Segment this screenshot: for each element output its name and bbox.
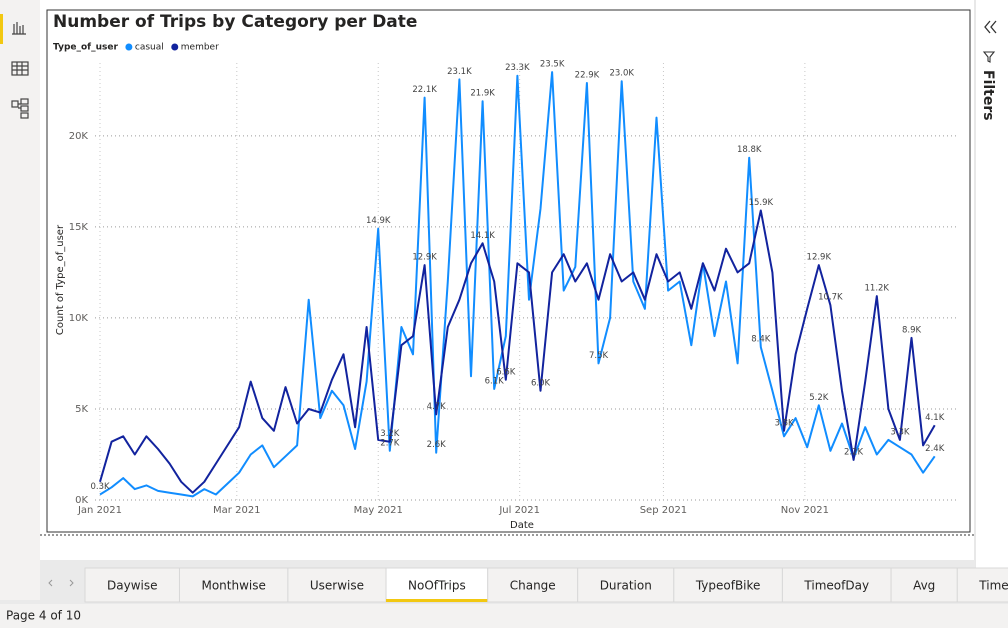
tab-background xyxy=(84,567,180,603)
data-label: 3.8K xyxy=(774,418,794,428)
data-label: 18.8K xyxy=(737,145,762,155)
data-label: 23.5K xyxy=(540,60,565,70)
tabs: Daywise Monthwise Userwise NoOfTrips Change D… xyxy=(84,567,1008,603)
x-tick-label: Sep 2021 xyxy=(640,505,687,516)
tab-background xyxy=(890,567,958,603)
legend-label[interactable]: member xyxy=(181,43,219,53)
plot-area: 0K 5K 10K 15K 20K Jan 2021 Mar 2021 May 2021 Jul… xyxy=(69,60,958,516)
tab-scroll[interactable] xyxy=(48,579,74,587)
data-label: 6.1K xyxy=(485,376,505,386)
tab[interactable]: Duration xyxy=(577,567,675,603)
legend: casual member xyxy=(125,43,219,53)
data-label: 0.3K xyxy=(90,482,110,492)
data-label: 6.0K xyxy=(531,378,551,388)
data-view-icon[interactable] xyxy=(11,61,29,76)
y-tick-label: 10K xyxy=(69,313,89,324)
page-status: Page 4 of 10 xyxy=(6,609,81,623)
tab-background xyxy=(287,567,387,603)
data-label: 3.2K xyxy=(380,429,400,439)
tab[interactable]: Daywise xyxy=(84,567,180,603)
tab-label[interactable]: TimeofDay xyxy=(803,579,869,593)
collapse-icon[interactable] xyxy=(984,20,997,34)
data-label: 23.1K xyxy=(447,67,472,77)
tab[interactable]: TypeofBike xyxy=(673,567,783,603)
tab[interactable]: Time xyxy=(956,567,1008,603)
x-tick-label: Jul 2021 xyxy=(498,505,540,516)
tab-label[interactable]: TypeofBike xyxy=(695,579,761,593)
y-tick-label: 20K xyxy=(69,131,89,142)
status-bar xyxy=(0,604,1008,628)
data-label: 6.6K xyxy=(496,367,516,377)
tab[interactable]: NoOfTrips xyxy=(385,567,489,603)
filter-icon xyxy=(982,51,996,63)
tab-label[interactable]: Time xyxy=(978,579,1008,593)
x-tick-label: Jan 2021 xyxy=(77,505,122,516)
filters-pane[interactable] xyxy=(975,0,1008,600)
tab-label[interactable]: Monthwise xyxy=(201,579,265,593)
legend-label[interactable]: casual xyxy=(135,43,164,53)
data-label: 10.7K xyxy=(818,293,843,303)
tab-label[interactable]: Userwise xyxy=(310,579,364,593)
data-label: 3.3K xyxy=(890,427,910,437)
data-label: 11.2K xyxy=(865,284,890,294)
x-tick-label: Mar 2021 xyxy=(213,505,261,516)
data-label: 12.9K xyxy=(412,253,437,263)
tab-label[interactable]: Daywise xyxy=(107,579,157,593)
y-tick-label: 0K xyxy=(75,495,88,506)
tab-label[interactable]: Duration xyxy=(600,579,652,593)
data-label: 23.3K xyxy=(505,63,530,73)
y-tick-label: 5K xyxy=(75,404,88,415)
active-indicator xyxy=(0,14,3,44)
tab[interactable]: Userwise xyxy=(287,567,387,603)
chart-title: Number of Trips by Category per Date xyxy=(53,12,417,32)
tab-background xyxy=(178,567,289,603)
tab-background xyxy=(385,567,489,603)
data-label: 4.7K xyxy=(427,402,447,412)
tab-label[interactable]: Avg xyxy=(913,579,935,593)
data-label: 22.9K xyxy=(575,71,600,81)
y-axis-label: Count of Type_of_user xyxy=(55,224,66,335)
data-label: 8.9K xyxy=(902,325,922,335)
sidebar xyxy=(0,0,40,600)
tab-background xyxy=(956,567,1008,603)
data-label: 14.1K xyxy=(470,231,495,241)
tab-background xyxy=(781,567,892,603)
tab[interactable]: Avg xyxy=(890,567,958,603)
y-tick-label: 15K xyxy=(69,222,89,233)
data-label: 2.7K xyxy=(380,438,400,448)
data-label: 2.6K xyxy=(427,440,447,450)
data-label: 5.2K xyxy=(809,393,829,403)
series-line xyxy=(99,209,936,494)
data-label: 2.2K xyxy=(844,447,864,457)
legend-title: Type_of_user xyxy=(53,43,118,53)
legend-marker xyxy=(125,43,133,51)
tab[interactable]: Change xyxy=(487,567,579,603)
x-axis-label: Date xyxy=(510,520,534,531)
data-label: 22.1K xyxy=(412,85,437,95)
data-label: 14.9K xyxy=(366,216,391,226)
tab-background xyxy=(673,567,783,603)
tab-label[interactable]: NoOfTrips xyxy=(408,579,466,593)
data-label: 12.9K xyxy=(807,253,832,263)
filters-label[interactable]: Filters xyxy=(980,70,996,121)
x-tick-label: Nov 2021 xyxy=(781,505,829,516)
data-label: 8.4K xyxy=(751,335,771,345)
data-label: 23.0K xyxy=(609,69,634,79)
report-view-icon[interactable] xyxy=(12,22,26,35)
data-label: 2.4K xyxy=(925,444,945,454)
data-label: 15.9K xyxy=(749,198,774,208)
tab[interactable]: Monthwise xyxy=(178,567,289,603)
data-label: 7.5K xyxy=(589,351,609,361)
tab-label[interactable]: Change xyxy=(510,579,556,593)
tab[interactable]: TimeofDay xyxy=(781,567,892,603)
x-tick-label: May 2021 xyxy=(354,505,403,516)
tab-active-underline xyxy=(386,599,488,602)
legend-marker xyxy=(171,43,179,51)
data-label: 21.9K xyxy=(470,89,495,99)
data-label: 4.1K xyxy=(925,413,945,423)
model-view-icon[interactable] xyxy=(11,98,29,119)
tab-background xyxy=(487,567,579,603)
series-line xyxy=(99,71,936,498)
